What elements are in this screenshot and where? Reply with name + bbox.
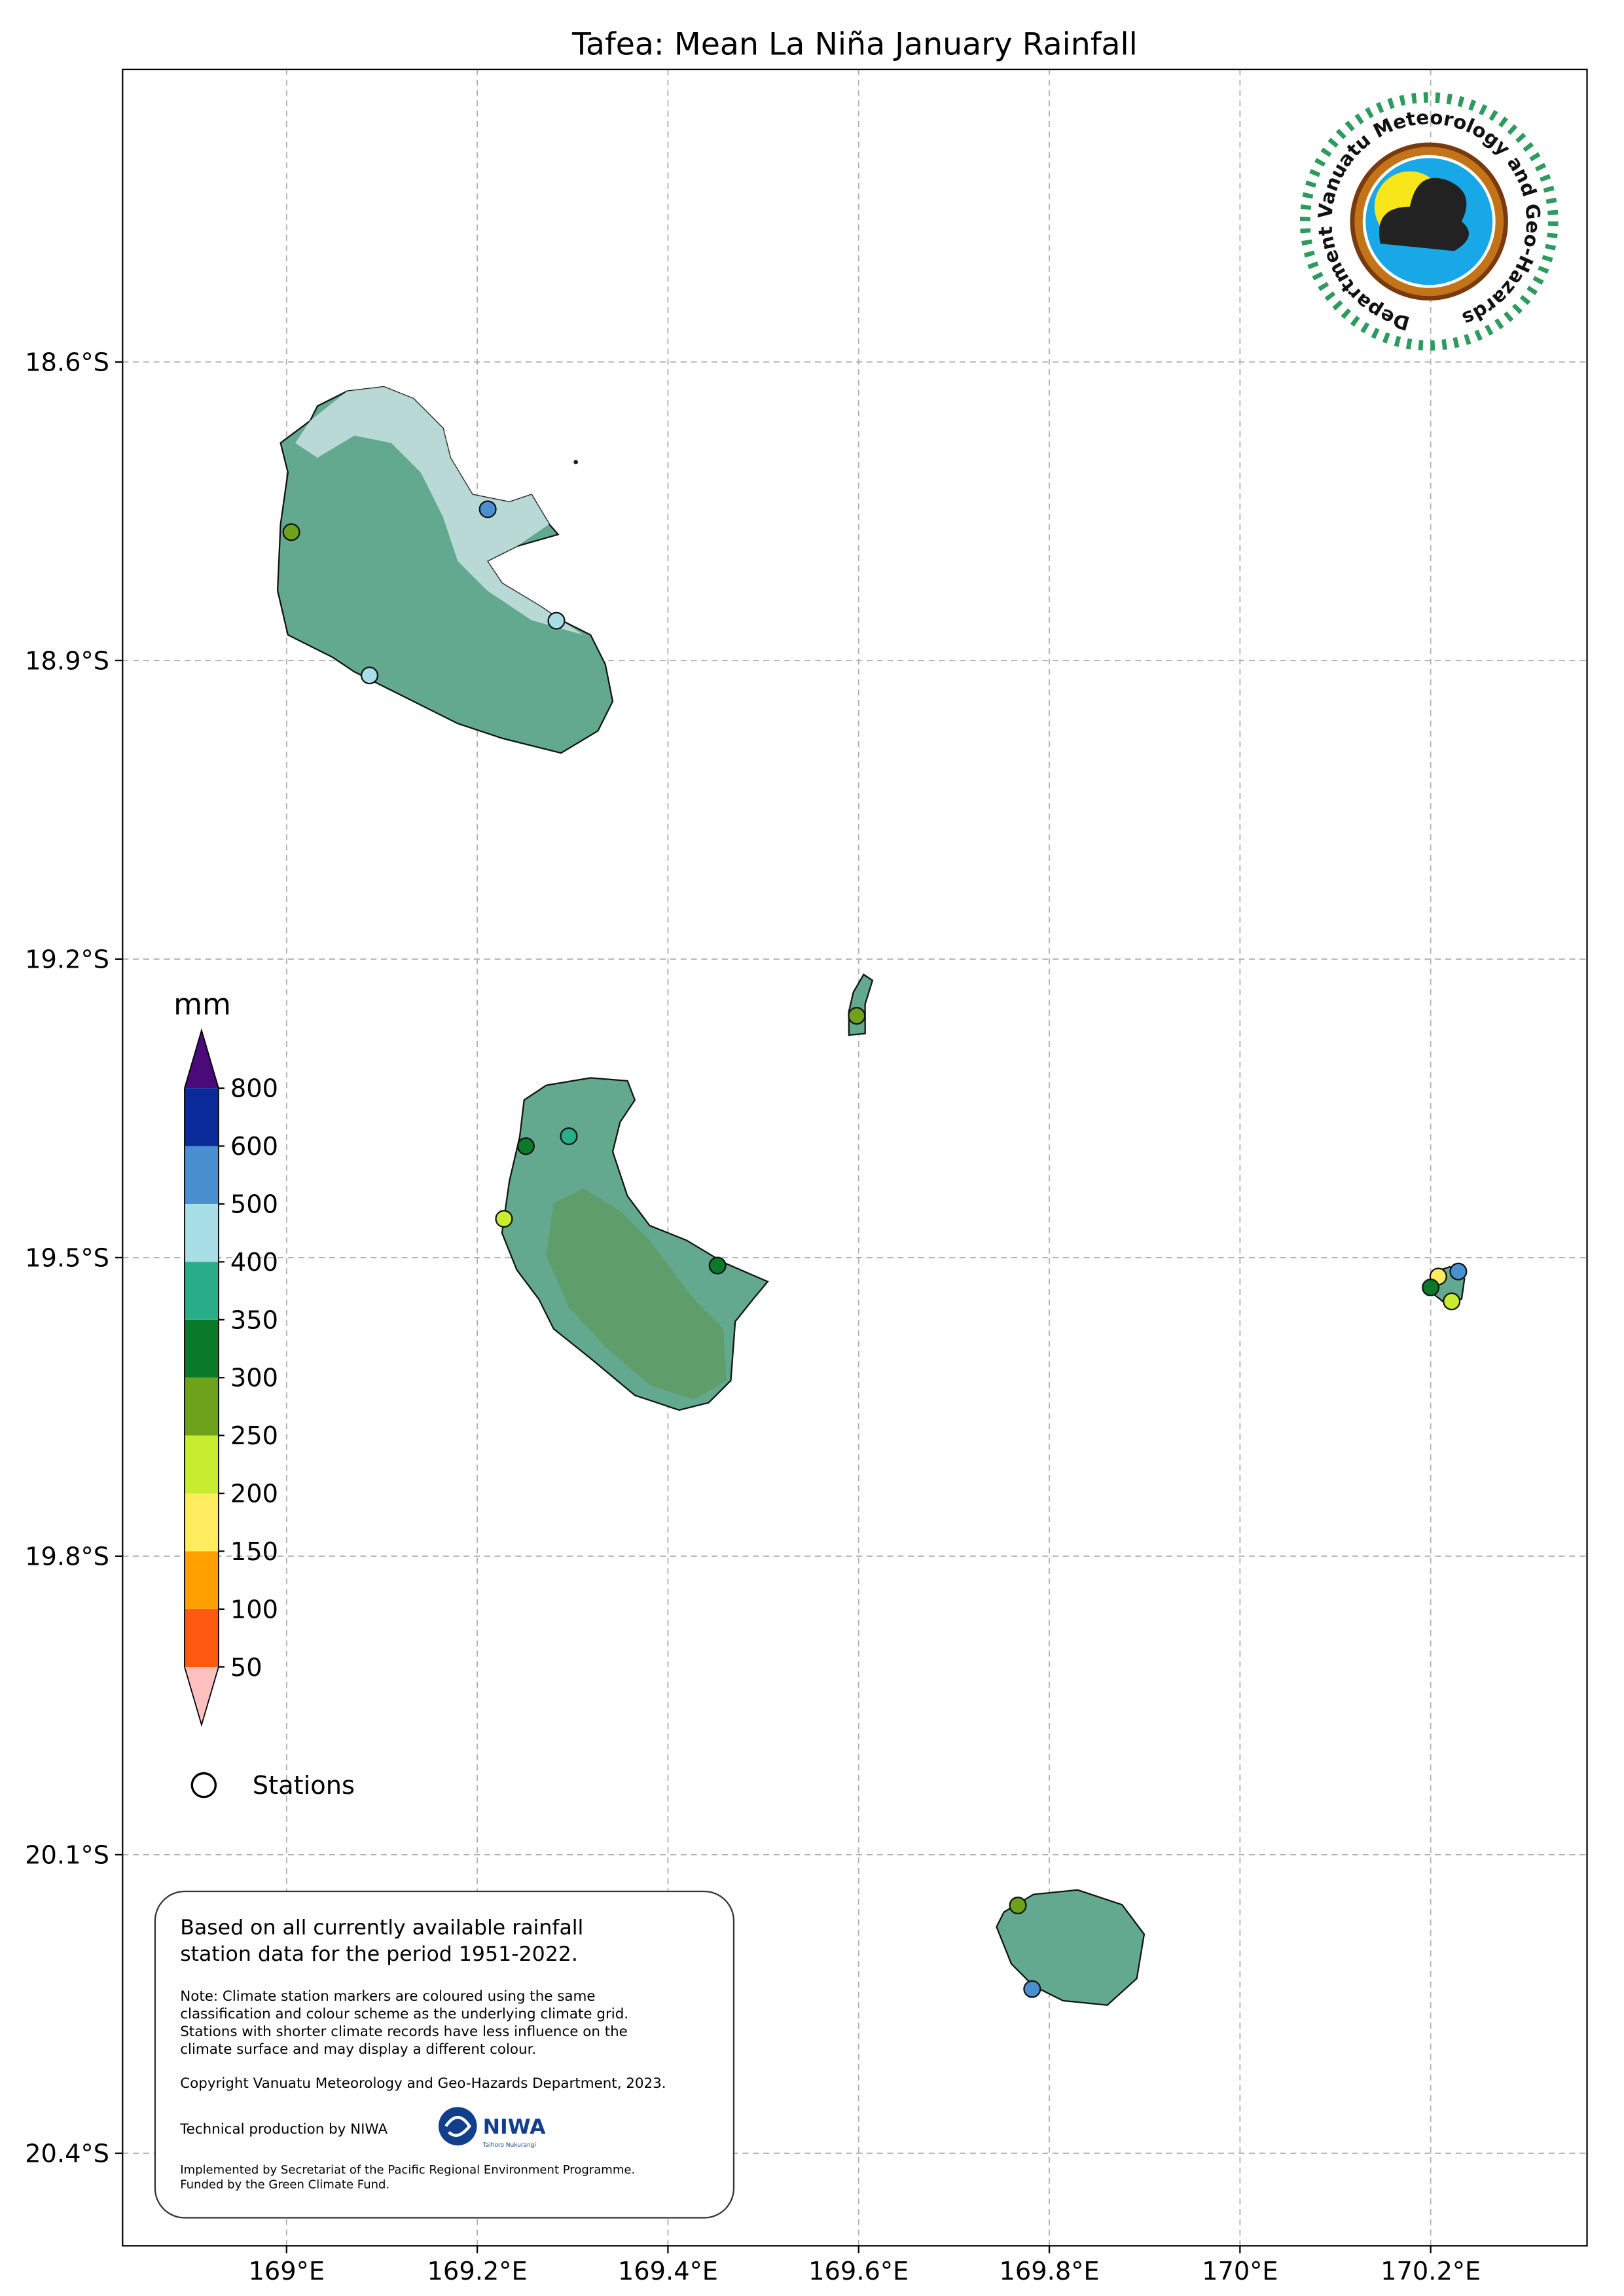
x-tick-label: 169°E [249,2257,325,2286]
station-marker [547,611,566,630]
colorbar-band [184,1551,219,1609]
island-tanna-interior [546,1188,727,1400]
station-marker [1449,1262,1468,1281]
station-marker [1009,1896,1027,1914]
station-marker [1443,1292,1461,1311]
notes-note: climate surface and may display a differ… [180,2041,536,2058]
niwa-logo-text: NIWA [483,2115,547,2139]
station-marker [282,523,300,541]
x-tick-label: 169.4°E [618,2257,718,2286]
station-marker [495,1210,513,1228]
notes-frame [154,1890,735,2219]
colorbar-band [184,1088,219,1146]
station-marker [1023,1980,1041,1998]
notes-box: Based on all currently available rainfal… [154,1890,735,2219]
colorbar-tick-label: 250 [230,1421,278,1451]
y-tick-label: 18.6°S [25,348,109,377]
y-tick-label: 19.5°S [25,1243,109,1273]
legend-stations: Stations [253,1771,355,1800]
station-marker [708,1256,727,1275]
colorbar-band [184,1493,219,1552]
colorbar-tick-label: 200 [230,1480,278,1509]
station-marker [516,1137,535,1156]
y-tick-label: 19.8°S [25,1542,109,1571]
colorbar-tick-label: 400 [230,1248,278,1277]
colorbar-band [184,1377,219,1436]
colorbar-band [184,1609,219,1667]
colorbar-tick-label: 50 [230,1653,262,1683]
legend-station-marker [190,1772,217,1798]
map-frame [122,68,1588,2247]
logo-wreath [1299,92,1559,351]
notes-funding: Implemented by Secretariat of the Pacifi… [180,2163,635,2177]
colorbar-tick-label: 150 [230,1537,278,1567]
station-marker [360,666,379,685]
notes-main: Based on all currently available rainfal… [180,1916,583,1939]
station-marker [848,1007,866,1025]
colorbar-tick-label: 800 [230,1074,278,1104]
island-erromango-highrain [295,386,583,635]
colorbar-over [184,1030,219,1089]
map-title: Tafea: Mean La Niña January Rainfall [571,26,1138,62]
colorbar-tick-label: 600 [230,1132,278,1161]
notes-copyright: Copyright Vanuatu Meteorology and Geo-Ha… [180,2075,666,2092]
colorbar-tick-label: 100 [230,1595,278,1624]
station-marker [1422,1278,1440,1297]
colorbar-band [184,1146,219,1204]
notes-main: station data for the period 1951-2022. [180,1942,578,1966]
x-tick-label: 170°E [1202,2257,1278,2286]
notes-production: Technical production by NIWA [179,2121,388,2138]
notes-note: Note: Climate station markers are colour… [180,1988,595,2005]
notes-funding: Funded by the Green Climate Fund. [180,2178,389,2191]
x-tick-label: 169.8°E [999,2257,1099,2286]
niwa-logo-subtext: Taihoro Nukurangi [482,2142,536,2149]
colorbar-band [184,1319,219,1378]
colorbar-tick-label: 300 [230,1364,278,1393]
axis-ticks: 169°E 169.2°E 169.4°E 169.6°E 169.8°E 170°E 17… [25,348,1481,2286]
colorbar-label: mm [173,987,231,1021]
colorbar-band [184,1262,219,1320]
x-tick-label: 169.6°E [808,2257,909,2286]
station-marker [478,500,497,519]
colorbar-tick-label: 350 [230,1305,278,1335]
logo-cloud [1379,177,1470,251]
colorbar-band [184,1435,219,1494]
y-tick-label: 19.2°S [25,945,109,974]
colorbar-under [184,1667,219,1725]
colorbar-tick-label: 500 [230,1190,278,1220]
notes-note: classification and colour scheme as the … [180,2006,628,2022]
y-tick-label: 18.9°S [25,646,109,676]
niwa-emblem-swirl [444,2115,472,2137]
logo: Department Vanuatu Meteorology and Geo-H… [1299,92,1559,351]
stations [282,500,1468,1998]
colorbar-band [184,1203,219,1262]
colorbar: 50 100 150 200 250 300 350 400 500 600 800 [184,1028,278,1727]
x-tick-label: 169.2°E [427,2257,528,2286]
x-tick-label: 170.2°E [1380,2257,1481,2286]
niwa-emblem [438,2107,477,2145]
y-tick-label: 20.1°S [25,1840,109,1870]
islet [573,460,579,465]
y-tick-label: 20.4°S [25,2139,109,2168]
notes-note: Stations with shorter climate records ha… [180,2024,628,2040]
station-marker [560,1127,578,1146]
island-aneityum [996,1889,1146,2006]
grid [122,69,1587,2246]
